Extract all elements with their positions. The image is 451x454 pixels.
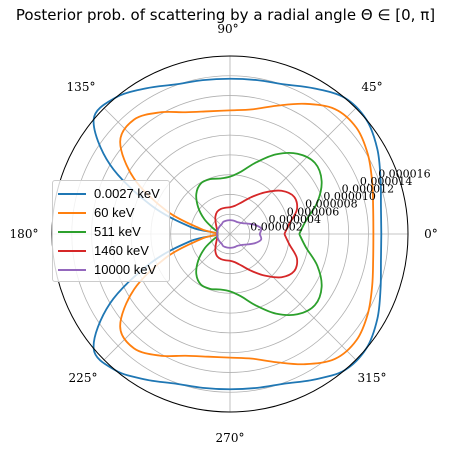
theta-tick-label: 0° bbox=[424, 227, 438, 241]
chart-title: Posterior prob. of scattering by a radia… bbox=[15, 6, 436, 24]
legend-label: 10000 keV bbox=[94, 262, 157, 277]
legend: 0.0027 keV 60 keV 511 keV 1460 keV 10000 keV bbox=[52, 180, 170, 282]
theta-tick-label: 270° bbox=[216, 431, 245, 445]
legend-label: 0.0027 keV bbox=[94, 186, 160, 201]
legend-label: 1460 keV bbox=[94, 243, 149, 258]
legend-swatch bbox=[58, 192, 86, 195]
legend-label: 511 keV bbox=[94, 224, 141, 239]
r-tick-label: 0.000014 bbox=[360, 175, 413, 188]
theta-tick-label: 90° bbox=[217, 22, 238, 36]
theta-grid-line bbox=[229, 107, 357, 235]
r-tick-label: 0.000012 bbox=[342, 183, 395, 196]
legend-label: 60 keV bbox=[94, 205, 135, 220]
theta-tick-label: 225° bbox=[69, 371, 98, 385]
theta-tick-label: 180° bbox=[10, 227, 39, 241]
legend-swatch bbox=[58, 249, 86, 252]
series-line-4 bbox=[216, 219, 263, 249]
theta-tick-label: 45° bbox=[361, 80, 382, 94]
legend-item-1: 60 keV bbox=[53, 203, 169, 222]
r-tick-label: 0.000008 bbox=[305, 198, 358, 211]
legend-swatch bbox=[58, 211, 86, 214]
theta-tick-label: 315° bbox=[358, 371, 387, 385]
r-tick-label: 0.000006 bbox=[287, 205, 340, 218]
legend-item-2: 511 keV bbox=[53, 222, 169, 241]
legend-item-4: 10000 keV bbox=[53, 260, 169, 279]
theta-grid-line bbox=[229, 233, 357, 361]
legend-item-0: 0.0027 keV bbox=[53, 184, 169, 203]
r-tick-label: 0.000010 bbox=[323, 190, 376, 203]
theta-tick-label: 135° bbox=[67, 80, 96, 94]
r-tick-label: 0.000002 bbox=[250, 220, 302, 233]
r-tick-label: 0.000004 bbox=[269, 213, 322, 226]
legend-swatch bbox=[58, 230, 86, 233]
r-tick-label: 0.000016 bbox=[378, 168, 431, 181]
tick-labels: 0°45°90°135°180°225°270°315°0.0000020.00… bbox=[10, 22, 438, 445]
legend-swatch bbox=[58, 268, 86, 271]
legend-item-3: 1460 keV bbox=[53, 241, 169, 260]
series-lines bbox=[92, 77, 383, 391]
